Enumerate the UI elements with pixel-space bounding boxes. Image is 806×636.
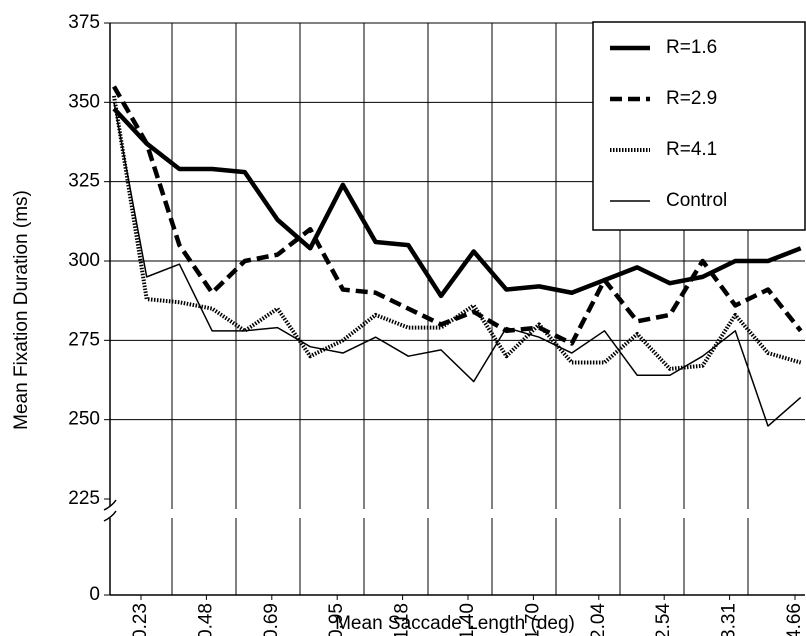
y-axis-title: Mean Fixation Duration (ms) bbox=[11, 190, 32, 430]
grid: 0 225 250 275 300 325 350 375 0.23 0.48 0.69 0.95 1.… bbox=[68, 12, 805, 636]
legend-label: R=2.9 bbox=[666, 88, 717, 109]
y-tick-label: 300 bbox=[68, 250, 100, 271]
x-tick-label: 0.69 bbox=[261, 603, 282, 636]
x-tick-label: 0.23 bbox=[130, 603, 151, 636]
x-tick-label: 1.70 bbox=[522, 603, 543, 636]
series-line bbox=[113, 102, 802, 427]
y-tick-label: 0 bbox=[89, 584, 100, 605]
series-line bbox=[112, 107, 802, 299]
y-tick-label: 275 bbox=[68, 329, 100, 350]
legend: R=1.6 R=2.9 R=4.1 Control bbox=[610, 37, 727, 211]
y-tick-label: 375 bbox=[68, 12, 100, 33]
y-tick-label: 250 bbox=[68, 409, 100, 430]
legend-label: R=4.1 bbox=[666, 139, 717, 160]
x-tick-label: 0.95 bbox=[326, 603, 347, 636]
x-tick-label: 1.40 bbox=[457, 603, 478, 636]
y-tick-label: 350 bbox=[68, 91, 100, 112]
legend-box bbox=[592, 21, 806, 231]
y-tick-label: 325 bbox=[68, 171, 100, 192]
legend-label: Control bbox=[666, 190, 727, 211]
x-tick-label: 2.04 bbox=[588, 603, 609, 636]
x-axis-title: Mean Saccade Length (deg) bbox=[335, 613, 575, 634]
plot bbox=[112, 85, 803, 427]
x-tick-label: 4.66 bbox=[784, 603, 805, 636]
x-tick-label: 2.54 bbox=[653, 603, 674, 636]
x-tick-label: 1.18 bbox=[392, 603, 413, 636]
series-line bbox=[112, 95, 802, 371]
x-tick-label: 3.31 bbox=[719, 603, 740, 636]
y-tick-label: 225 bbox=[68, 488, 100, 509]
axis-break bbox=[103, 499, 117, 522]
legend-label: R=1.6 bbox=[666, 37, 717, 58]
x-tick-label: 0.48 bbox=[195, 603, 216, 636]
